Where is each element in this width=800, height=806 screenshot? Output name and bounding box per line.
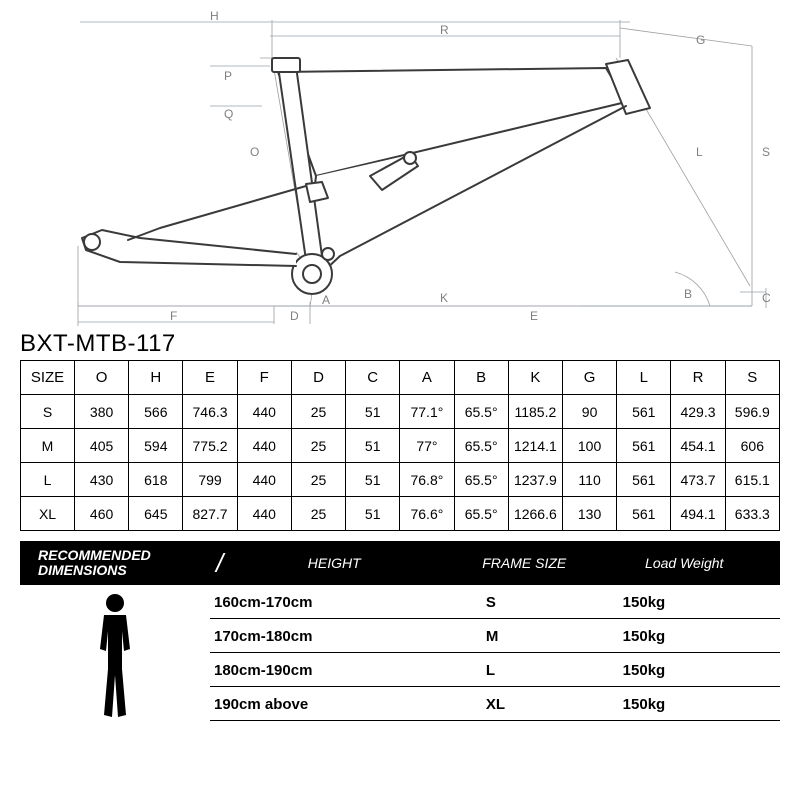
rec-col-height: HEIGHT	[229, 555, 439, 571]
geom-header-k: K	[508, 361, 562, 395]
page-container: H R G S L B C E K D A P Q O F BXT-MTB-11…	[0, 6, 800, 721]
svg-text:C: C	[762, 291, 771, 305]
svg-text:L: L	[696, 145, 703, 159]
geom-header-d: D	[291, 361, 345, 395]
svg-text:F: F	[170, 309, 177, 323]
geom-header-size: SIZE	[21, 361, 75, 395]
geom-header-l: L	[617, 361, 671, 395]
svg-text:A: A	[322, 293, 330, 307]
table-row: S380566746.3440255177.1°65.5°1185.290561…	[21, 395, 780, 429]
svg-text:S: S	[762, 145, 770, 159]
svg-text:P: P	[224, 69, 232, 83]
rec-label-2: DIMENSIONS	[38, 562, 127, 578]
person-silhouette	[20, 585, 210, 721]
svg-text:D: D	[290, 309, 299, 323]
geom-header-o: O	[75, 361, 129, 395]
svg-text:E: E	[530, 309, 538, 323]
table-row: L430618799440255176.8°65.5°1237.91105614…	[21, 463, 780, 497]
svg-text:K: K	[440, 291, 448, 305]
geom-header-f: F	[237, 361, 291, 395]
rec-col-load: Load Weight	[609, 555, 759, 571]
recommended-table: 160cm-170cmS150kg170cm-180cmM150kg180cm-…	[210, 585, 780, 721]
svg-text:H: H	[210, 9, 219, 23]
geom-header-h: H	[129, 361, 183, 395]
divider-slash: /	[210, 548, 229, 579]
recommended-dimensions-header: RECOMMENDED DIMENSIONS / HEIGHT FRAME SI…	[20, 541, 780, 585]
recommended-dimensions-body: 160cm-170cmS150kg170cm-180cmM150kg180cm-…	[20, 585, 780, 721]
rec-label-1: RECOMMENDED	[38, 547, 151, 563]
table-row: M405594775.2440255177°65.5°1214.11005614…	[21, 429, 780, 463]
svg-text:G: G	[696, 33, 705, 47]
geometry-table: SIZEOHEFDCABKGLRS S380566746.3440255177.…	[20, 360, 780, 531]
bike-geometry-diagram: H R G S L B C E K D A P Q O F	[10, 6, 790, 326]
geom-header-a: A	[400, 361, 454, 395]
table-row: 160cm-170cmS150kg	[210, 585, 780, 618]
model-title: BXT-MTB-117	[20, 330, 800, 358]
table-row: 170cm-180cmM150kg	[210, 618, 780, 652]
geom-header-s: S	[725, 361, 779, 395]
rec-label: RECOMMENDED DIMENSIONS	[20, 548, 210, 579]
svg-text:Q: Q	[224, 107, 233, 121]
table-row: XL460645827.7440255176.6°65.5°1266.61305…	[21, 497, 780, 531]
geom-header-e: E	[183, 361, 237, 395]
svg-text:B: B	[684, 287, 692, 301]
geom-header-b: B	[454, 361, 508, 395]
geom-header-r: R	[671, 361, 725, 395]
table-row: 180cm-190cmL150kg	[210, 652, 780, 686]
geom-header-g: G	[562, 361, 616, 395]
rec-col-frame: FRAME SIZE	[439, 555, 609, 571]
table-row: 190cm aboveXL150kg	[210, 686, 780, 720]
svg-text:R: R	[440, 23, 449, 37]
geom-header-c: C	[346, 361, 400, 395]
svg-text:O: O	[250, 145, 259, 159]
